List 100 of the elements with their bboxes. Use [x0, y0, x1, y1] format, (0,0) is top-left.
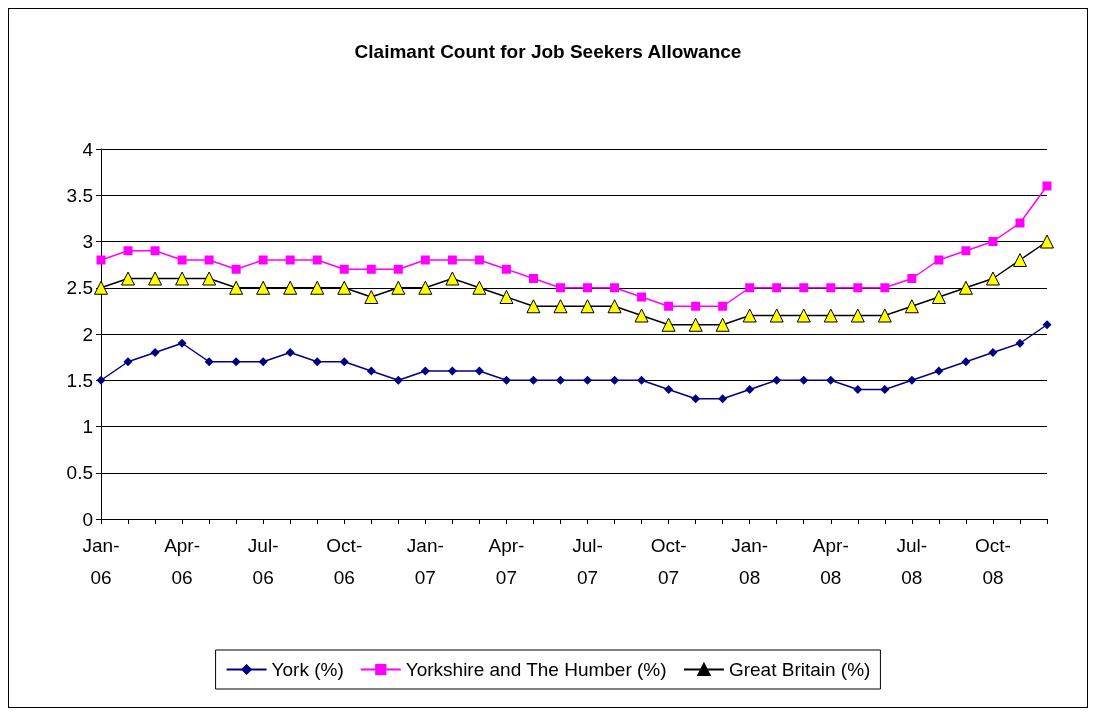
point: [799, 283, 809, 293]
point: [985, 271, 1000, 286]
point: [312, 255, 322, 265]
point: [391, 280, 406, 295]
point: [310, 280, 325, 295]
point: [445, 271, 460, 286]
point: [472, 280, 487, 295]
point: [691, 301, 701, 311]
x-tick-label: Oct-08: [975, 534, 1011, 588]
x-tick-label: Jan-07: [406, 534, 444, 588]
point: [526, 299, 541, 314]
point: [745, 385, 755, 394]
point: [583, 375, 593, 385]
point: [745, 283, 755, 293]
x-tick-label: Jan-08: [731, 534, 769, 588]
point: [501, 264, 511, 274]
point: [366, 264, 376, 274]
point: [688, 317, 703, 332]
point: [580, 299, 595, 314]
point: [555, 375, 565, 385]
point: [96, 255, 106, 265]
point: [150, 348, 160, 357]
point: [988, 348, 998, 357]
point: [204, 255, 214, 265]
legend-label: Yorkshire and The Humber (%): [405, 659, 667, 680]
point: [231, 264, 241, 274]
point: [715, 317, 730, 332]
chart-title: Claimant Count for Job Seekers Allowance: [354, 41, 742, 62]
point: [339, 357, 349, 367]
x-tick-label: Oct-07: [650, 534, 687, 588]
point: [907, 274, 917, 283]
point: [175, 271, 190, 286]
point: [796, 308, 811, 323]
x-tick-label: Apr-06: [164, 534, 201, 588]
point: [499, 290, 514, 304]
point: [769, 308, 784, 323]
legend-label: York (%): [271, 659, 344, 680]
point: [742, 308, 757, 323]
point: [610, 283, 620, 293]
point: [312, 357, 322, 367]
point: [393, 264, 403, 274]
point: [826, 283, 836, 293]
point: [934, 366, 944, 376]
y-tick-label: 0.5: [66, 462, 93, 484]
x-tick-label: Jul-06: [247, 534, 279, 588]
point: [528, 375, 538, 385]
point: [772, 283, 782, 293]
point: [393, 375, 403, 385]
x-tick-label: Oct-06: [326, 534, 363, 588]
point: [258, 357, 268, 367]
point: [1012, 253, 1027, 267]
x-tick-label: Apr-08: [812, 534, 849, 588]
legend-label: Great Britain (%): [728, 659, 871, 680]
point: [772, 375, 782, 385]
x-tick-label: Jul-08: [896, 534, 928, 588]
point: [904, 299, 919, 314]
y-tick-label: 1: [82, 416, 93, 437]
point: [931, 290, 946, 304]
point: [1042, 181, 1052, 191]
point: [853, 283, 863, 293]
point: [664, 301, 674, 311]
point: [850, 308, 865, 323]
point: [231, 357, 241, 367]
point: [799, 375, 809, 385]
point: [958, 280, 973, 295]
y-tick-label: 3: [82, 231, 93, 252]
point: [853, 385, 863, 394]
x-tick-label: Jan-06: [82, 534, 120, 588]
point: [961, 246, 971, 256]
point: [637, 292, 647, 302]
point: [285, 348, 295, 357]
point: [94, 280, 108, 295]
y-tick-label: 2.5: [66, 277, 93, 299]
point: [202, 271, 217, 286]
y-tick-label: 0: [82, 508, 93, 530]
point: [907, 375, 917, 385]
point: [258, 255, 268, 265]
point: [418, 280, 433, 295]
point: [634, 308, 649, 323]
point: [1042, 320, 1052, 330]
point: [718, 301, 728, 311]
point: [121, 271, 136, 286]
point: [718, 394, 728, 404]
point: [283, 280, 298, 295]
point: [988, 237, 998, 246]
point: [339, 264, 349, 274]
point: [150, 246, 160, 256]
point: [553, 299, 568, 314]
point: [528, 274, 538, 283]
point: [555, 283, 565, 293]
point: [229, 280, 244, 295]
point: [447, 255, 457, 265]
point: [177, 255, 187, 265]
point: [607, 299, 622, 314]
point: [826, 375, 836, 385]
point: [420, 366, 430, 376]
point: [637, 375, 647, 385]
y-tick-label: 1.5: [66, 369, 93, 391]
point: [880, 283, 890, 293]
point: [123, 246, 133, 256]
